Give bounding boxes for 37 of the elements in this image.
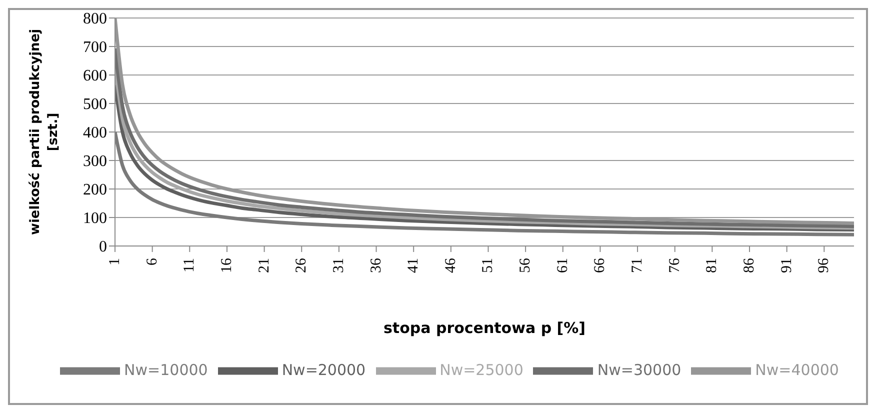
x-tick-label: 66 — [592, 258, 608, 273]
x-tick-label: 96 — [816, 258, 832, 273]
x-tick-label: 46 — [442, 258, 459, 273]
line-series — [115, 130, 854, 236]
legend-label: Nw=30000 — [597, 361, 682, 380]
x-axis-title: stopa procentowa p [%] — [383, 319, 586, 337]
legend-label: Nw=20000 — [282, 361, 366, 380]
x-tick-label: 91 — [778, 258, 795, 273]
y-tick-label: 0 — [99, 238, 107, 256]
x-tick-label: 26 — [294, 258, 310, 273]
x-tick-label: 21 — [256, 258, 272, 273]
y-tick-label: 500 — [83, 96, 107, 114]
x-tick-label: 71 — [630, 258, 646, 273]
x-tick-label: 41 — [406, 258, 422, 273]
x-tick-label: 1 — [107, 258, 123, 266]
x-tick-label: 61 — [554, 258, 571, 273]
y-axis-title: wielkość partii produkcyjnej [szt.] — [28, 28, 61, 236]
x-tick-label: 31 — [330, 258, 347, 273]
x-tick-label: 76 — [666, 258, 683, 273]
x-tick-label: 36 — [368, 258, 384, 273]
legend-label: Nw=10000 — [124, 361, 208, 380]
y-tick-label: 800 — [83, 10, 107, 28]
x-tick-label: 56 — [518, 258, 534, 273]
y-tick-label: 600 — [83, 68, 107, 85]
x-tick-label: 81 — [704, 258, 720, 273]
x-tick-label: 51 — [480, 258, 496, 273]
y-tick-label: 400 — [83, 124, 107, 142]
x-tick-label: 11 — [182, 258, 198, 272]
legend-label: Nw=40000 — [755, 361, 839, 380]
legend-label: Nw=25000 — [440, 361, 524, 380]
y-tick-label: 100 — [83, 210, 107, 228]
y-tick-label: 200 — [83, 182, 107, 199]
x-tick-label: 6 — [144, 258, 160, 266]
x-tick-label: 16 — [218, 258, 235, 273]
y-tick-label: 300 — [83, 153, 107, 170]
y-tick-label: 700 — [83, 39, 107, 56]
x-tick-label: 86 — [741, 258, 758, 273]
